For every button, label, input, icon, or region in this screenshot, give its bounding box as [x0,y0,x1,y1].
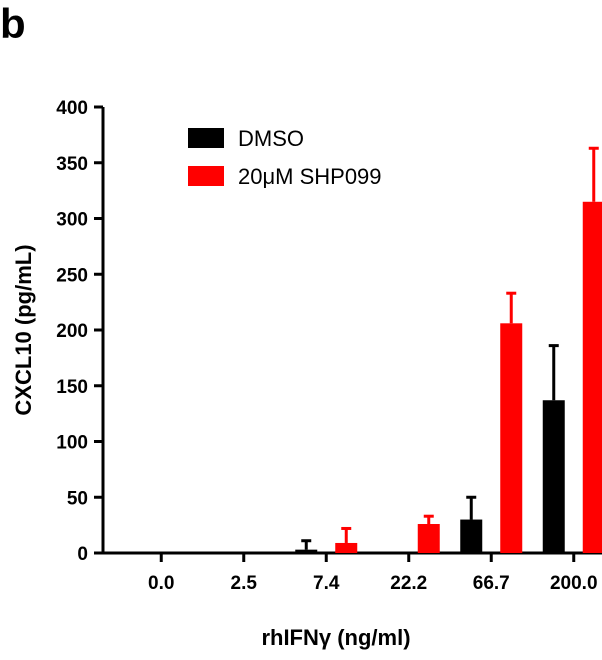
x-axis-title: rhIFNγ (ng/ml) [261,625,410,650]
error-bars [301,146,599,550]
bar [335,542,358,553]
x-tick-label: 0.0 [148,573,174,594]
y-tick-label: 350 [56,154,88,175]
legend-swatch-shp099 [188,166,224,186]
bar [295,549,318,553]
legend-label-shp099: 20μM SHP099 [238,164,382,189]
bar [542,400,565,553]
bar [460,519,483,553]
y-tick-label: 50 [67,488,88,509]
y-tick-label: 300 [56,210,88,231]
y-axis-ticks: 0 50 100 150 200 250 300 350 400 [56,98,103,565]
x-tick-label: 22.2 [390,573,427,594]
y-tick-label: 150 [56,377,88,398]
bar [500,323,523,553]
legend-swatch-dmso [188,128,224,148]
legend-label-dmso: DMSO [238,126,304,151]
y-axis-title: CXCL10 (pg/mL) [11,244,36,415]
x-tick-label: 200.0 [550,573,598,594]
bar [417,524,440,553]
panel-label: b [0,0,26,47]
x-tick-label: 7.4 [313,573,340,594]
y-tick-label: 250 [56,265,88,286]
y-tick-label: 0 [77,544,88,565]
y-tick-label: 400 [56,98,88,119]
x-tick-label: 2.5 [231,573,258,594]
y-tick-label: 200 [56,321,88,342]
bar [582,201,602,553]
x-axis-ticks: 0.0 2.5 7.4 22.2 66.7 200.0 [148,553,598,594]
legend: DMSO 20μM SHP099 [188,126,382,189]
y-tick-label: 100 [56,433,88,454]
bars [295,201,602,553]
x-tick-label: 66.7 [473,573,510,594]
